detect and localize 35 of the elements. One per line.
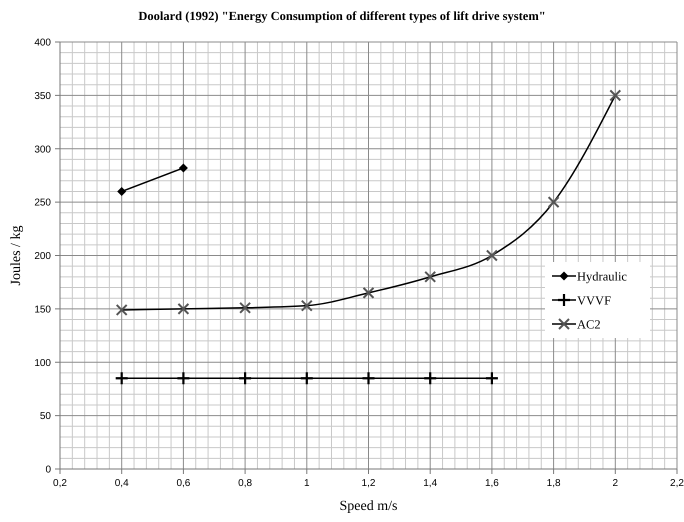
y-tick-label: 300	[34, 144, 52, 156]
y-tick-label: 250	[34, 198, 52, 209]
x-tick-label: 0,4	[114, 478, 130, 489]
point	[176, 371, 190, 386]
y-tick-label: 100	[34, 358, 52, 369]
point	[114, 371, 129, 386]
y-tick-label: 0	[45, 464, 52, 476]
y-tick-label: 150	[34, 304, 52, 316]
x-tick-label: 1,8	[546, 478, 561, 489]
chart-title: Doolard (1992) "Energy Consumption of different types of lift drive system"	[138, 9, 546, 23]
y-tick-label: 50	[40, 411, 52, 422]
point	[300, 371, 314, 386]
y-tick-label: 400	[34, 38, 52, 48]
legend-label: AC2	[577, 318, 601, 332]
y-tick-label: 350	[34, 90, 52, 102]
legend-label: VVVF	[577, 294, 612, 308]
x-tick-label: 1,2	[362, 478, 376, 489]
point	[178, 163, 188, 172]
x-tick-label: 0,2	[53, 478, 68, 489]
point	[117, 186, 126, 196]
x-tick-label: 1,6	[484, 478, 500, 489]
point	[423, 371, 438, 386]
x-tick-label: 0,6	[176, 478, 191, 489]
point	[238, 371, 252, 386]
y-tick-label: 200	[34, 251, 52, 262]
x-axis-title: Speed m/s	[340, 499, 398, 514]
x-tick-label: 2,2	[670, 478, 684, 489]
x-tick-label: 2	[612, 478, 619, 489]
point	[361, 371, 376, 386]
legend-label: Hydraulic	[577, 270, 628, 284]
x-tick-label: 0,8	[238, 478, 252, 489]
point	[484, 371, 499, 386]
x-tick-label: 1	[304, 478, 310, 489]
x-tick-label: 1,4	[423, 478, 438, 489]
y-axis-title: Joules / kg	[9, 226, 24, 286]
